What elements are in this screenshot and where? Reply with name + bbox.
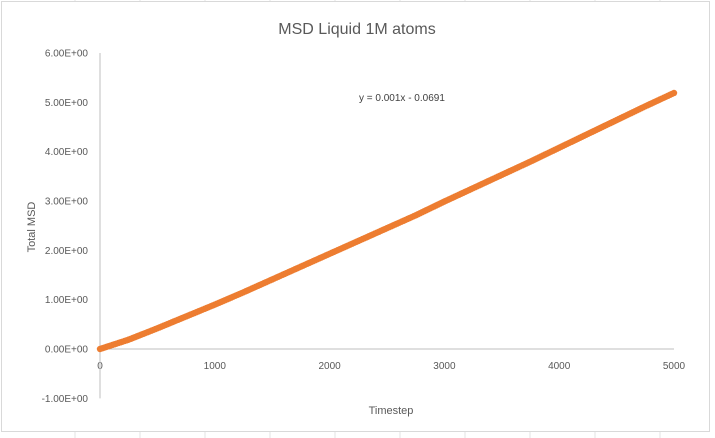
chart-area[interactable]: MSD Liquid 1M atoms -1.00E+00 0.00E+00 1.0… (1, 1, 710, 432)
y-tick-label: -1.00E+00 (42, 394, 89, 405)
x-tick-label: 2000 (318, 361, 341, 372)
y-tick-label: 6.00E+00 (45, 49, 89, 60)
x-tick-label: 1000 (204, 361, 227, 372)
y-tick-label: 5.00E+00 (45, 98, 89, 109)
x-tick-label: 5000 (663, 361, 686, 372)
y-tick-label: 0.00E+00 (45, 345, 89, 356)
series-markers (96, 89, 678, 353)
y-axis-title: Total MSD (26, 202, 38, 253)
data-point (670, 89, 678, 97)
y-tick-label: 2.00E+00 (45, 246, 89, 257)
y-tick-label: 4.00E+00 (45, 147, 89, 158)
y-tick-label: 1.00E+00 (45, 295, 89, 306)
y-tick-label: 3.00E+00 (45, 197, 89, 208)
x-axis-title: Timestep (369, 405, 414, 417)
y-axis-tick-labels: -1.00E+00 0.00E+00 1.00E+00 2.00E+00 3.00E+0… (42, 49, 89, 405)
scatter-chart: MSD Liquid 1M atoms -1.00E+00 0.00E+00 1.0… (26, 21, 686, 417)
chart-title: MSD Liquid 1M atoms (278, 21, 435, 38)
x-tick-label: 4000 (548, 361, 571, 372)
trendline-equation: y = 0.001x - 0.0691 (359, 93, 445, 104)
x-tick-label: 3000 (433, 361, 456, 372)
